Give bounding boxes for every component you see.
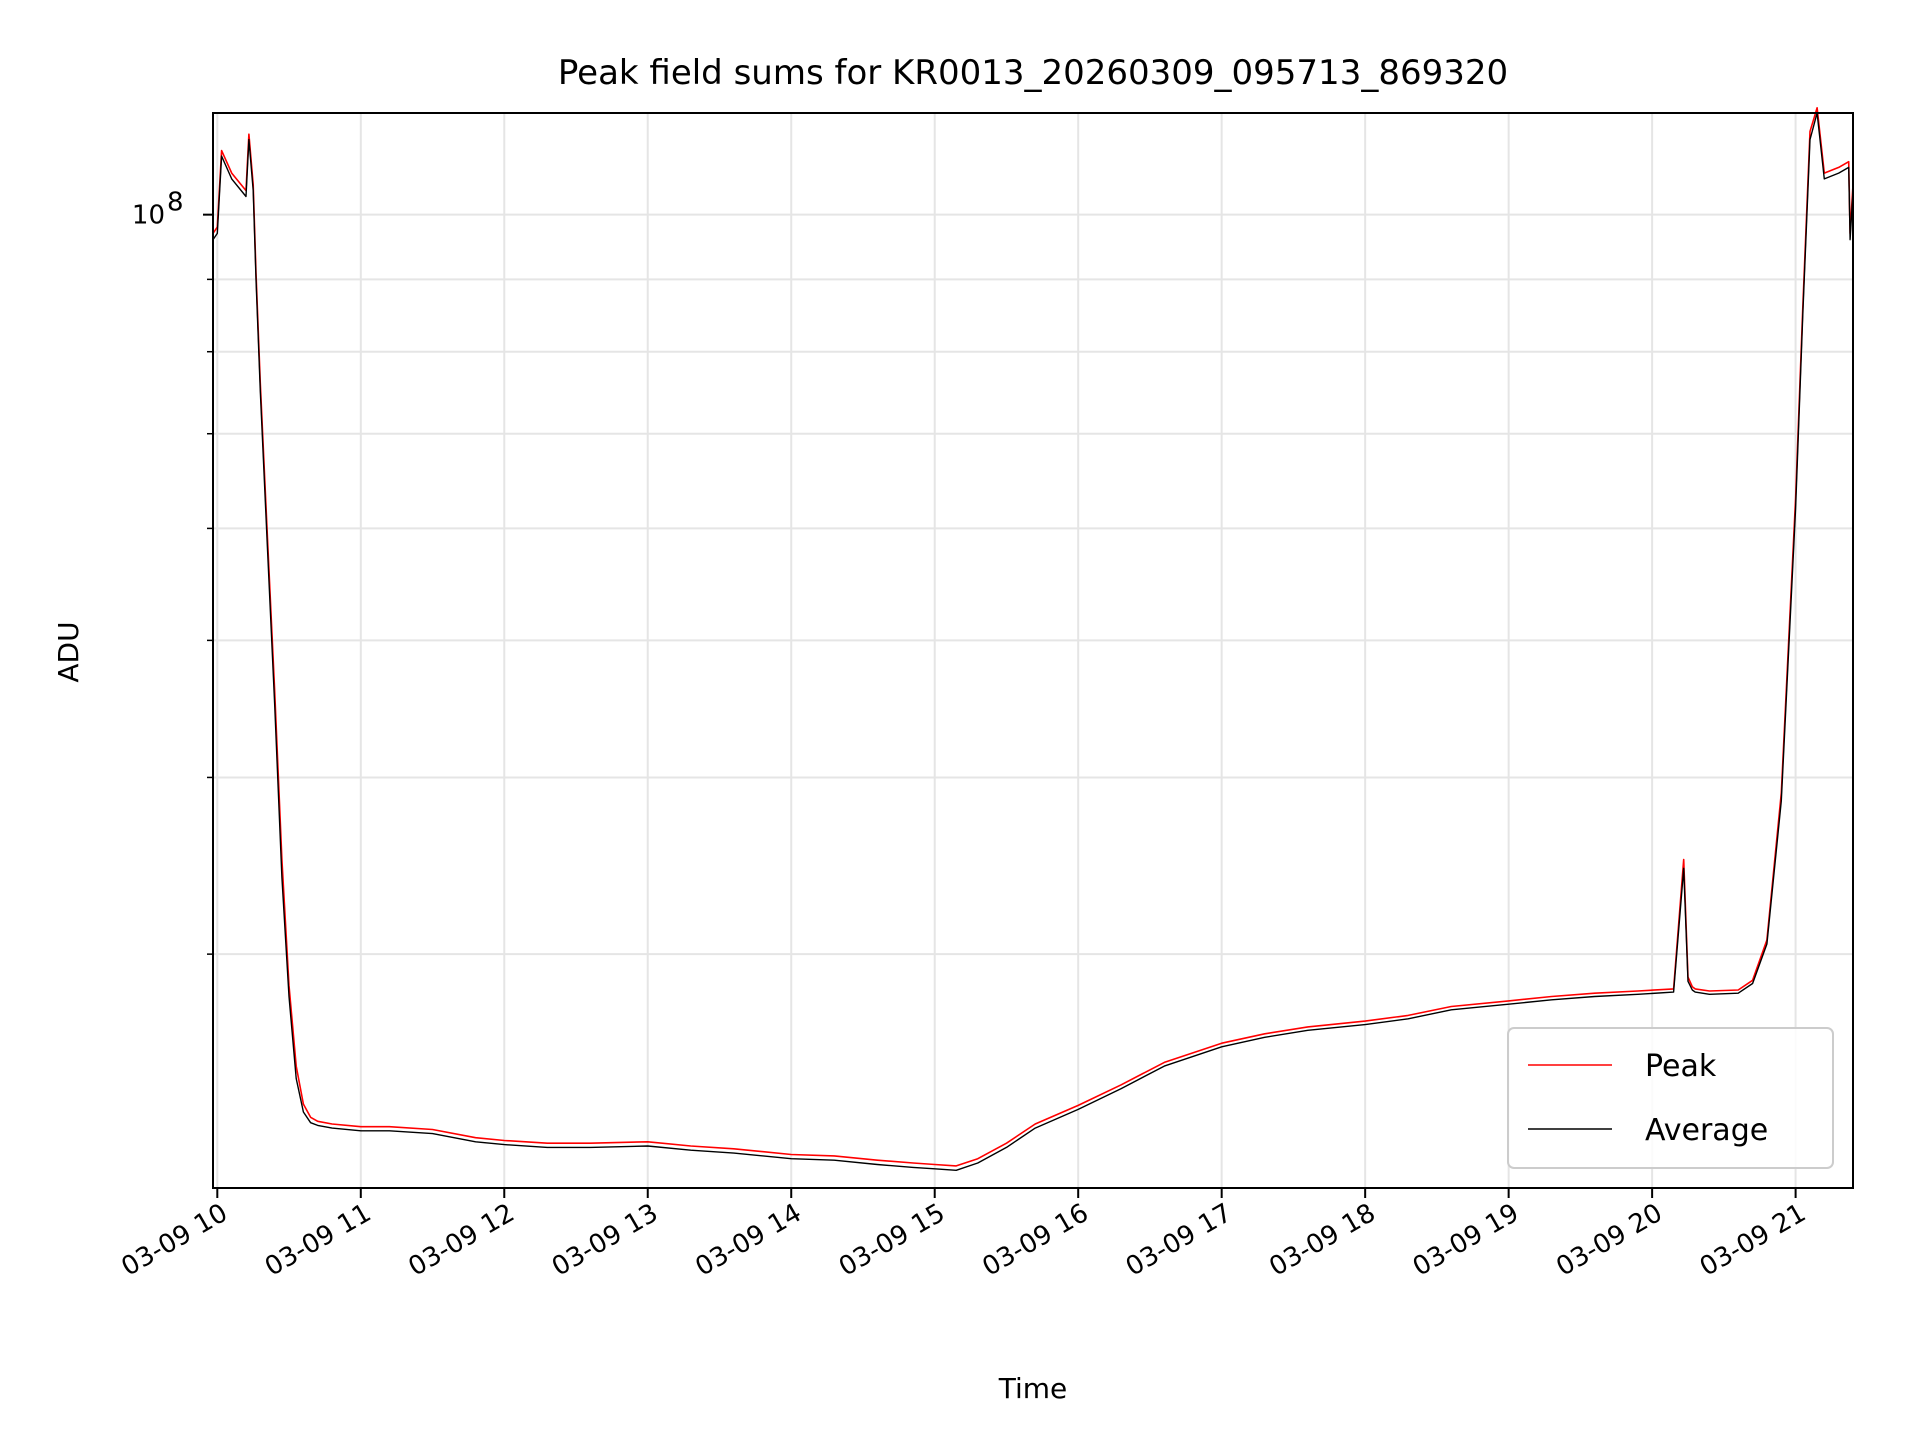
legend-box (1507, 1027, 1834, 1169)
legend-label-average: Average (1645, 1113, 1768, 1148)
grid (213, 113, 1853, 1188)
chart-title: Peak field sums for KR0013_20260309_0957… (558, 53, 1508, 93)
series-line-average (212, 112, 1854, 1172)
y-tick-exponent: 8 (167, 188, 184, 218)
series-line-peak (212, 107, 1854, 1167)
series-layer (212, 107, 1854, 1172)
legend: Peak Average (1507, 1027, 1834, 1169)
x-axis-title: Time (998, 1372, 1068, 1405)
y-tick-label: 10 (132, 201, 165, 231)
y-axis-title: ADU (52, 621, 85, 682)
plot-frame (212, 112, 1854, 1189)
legend-label-peak: Peak (1645, 1049, 1717, 1084)
